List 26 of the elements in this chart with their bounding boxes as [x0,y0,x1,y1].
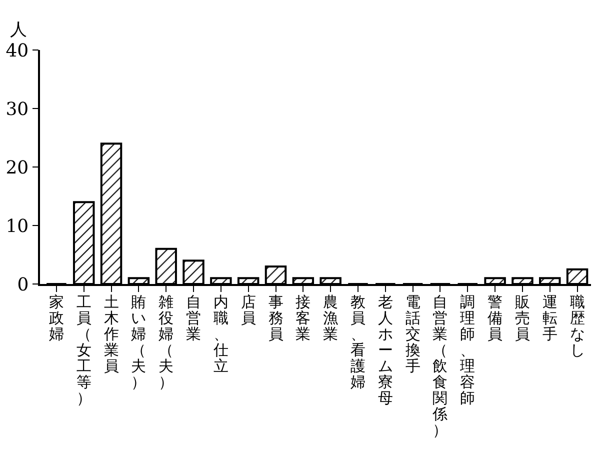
y-tick-label: 10 [6,216,29,237]
y-tick-label: 40 [6,40,29,62]
x-tick-label: 老人ホーム寮母 [377,293,394,407]
x-tick-label: 工員（女工等） [76,293,92,407]
x-tick-label: 職歴なし [569,293,586,359]
x-tick-label: 事務員 [268,293,284,343]
x-tick-label: 雑役婦（夫） [158,293,174,391]
x-tick-label: 内職、仕立 [212,293,229,375]
y-tick-label: 20 [6,157,29,178]
category-label: 自営業（飲食関係） [432,293,448,439]
x-tick-label: 警備員 [487,293,504,343]
y-axis-title: 人 [10,20,27,40]
x-tick-label: 土木作業員 [103,293,120,375]
x-tick-label: 運転手 [542,293,558,343]
x-tick-label: 家政婦 [48,293,64,343]
x-tick-label: 販売員 [514,293,530,343]
x-tick-label: 自営業 [186,293,202,343]
y-tick-label: 30 [6,98,29,120]
x-tick-label: 店員 [240,293,256,327]
x-tick-label: 農漁業 [322,293,339,343]
x-tick-label: 賄い婦（夫） [130,293,147,391]
x-tick-label: 接客業 [295,293,312,343]
x-tick-label: 教員、看護婦 [350,293,366,391]
x-tick-label: 調理師、理容師 [460,293,476,407]
x-tick-label: 電話交換手 [404,293,421,375]
y-tick-label: 0 [17,274,29,296]
